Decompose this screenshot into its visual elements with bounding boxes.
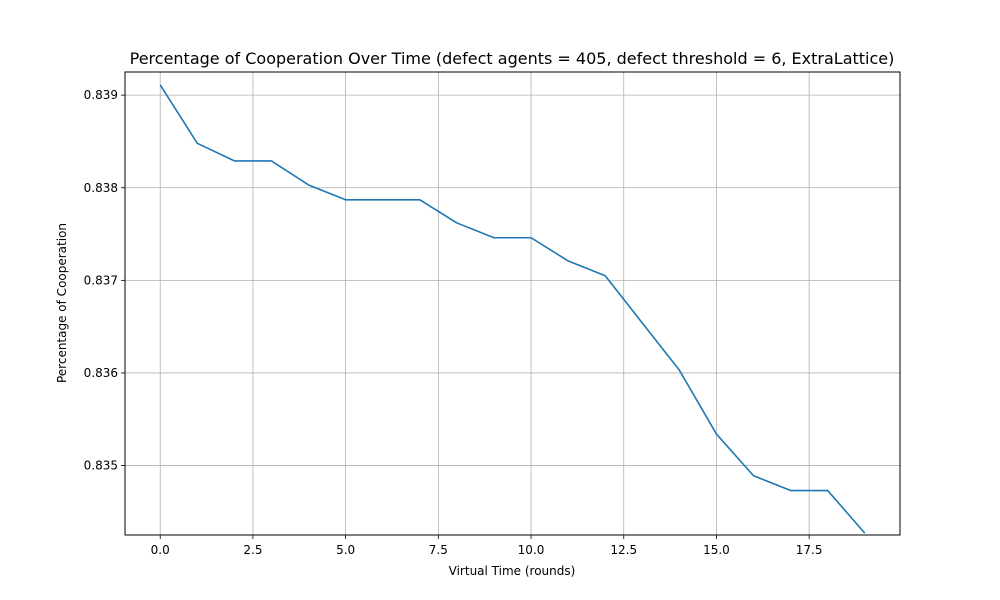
x-tick-label: 7.5 <box>429 543 448 557</box>
x-tick-label: 2.5 <box>243 543 262 557</box>
y-axis-label: Percentage of Cooperation <box>55 223 69 383</box>
x-axis-ticks: 0.0 2.5 5.0 7.5 10.0 12.5 15.0 17.5 <box>151 535 823 557</box>
y-tick-label: 0.838 <box>84 181 118 195</box>
grid-lines <box>125 72 900 535</box>
y-tick-label: 0.839 <box>84 88 118 102</box>
x-tick-label: 17.5 <box>796 543 823 557</box>
series-line <box>159 84 866 534</box>
y-tick-label: 0.835 <box>84 459 118 473</box>
y-tick-label: 0.837 <box>84 273 118 287</box>
x-tick-label: 15.0 <box>703 543 730 557</box>
x-tick-label: 10.0 <box>518 543 545 557</box>
x-tick-label: 5.0 <box>336 543 355 557</box>
x-axis-label: Virtual Time (rounds) <box>449 564 576 578</box>
chart-title: Percentage of Cooperation Over Time (def… <box>130 49 895 68</box>
y-tick-label: 0.836 <box>84 366 118 380</box>
series-layer <box>159 84 866 534</box>
x-tick-label: 0.0 <box>151 543 170 557</box>
plot-area-frame <box>124 71 901 536</box>
y-axis-ticks: 0.835 0.836 0.837 0.838 0.839 <box>84 88 125 473</box>
x-tick-label: 12.5 <box>610 543 637 557</box>
